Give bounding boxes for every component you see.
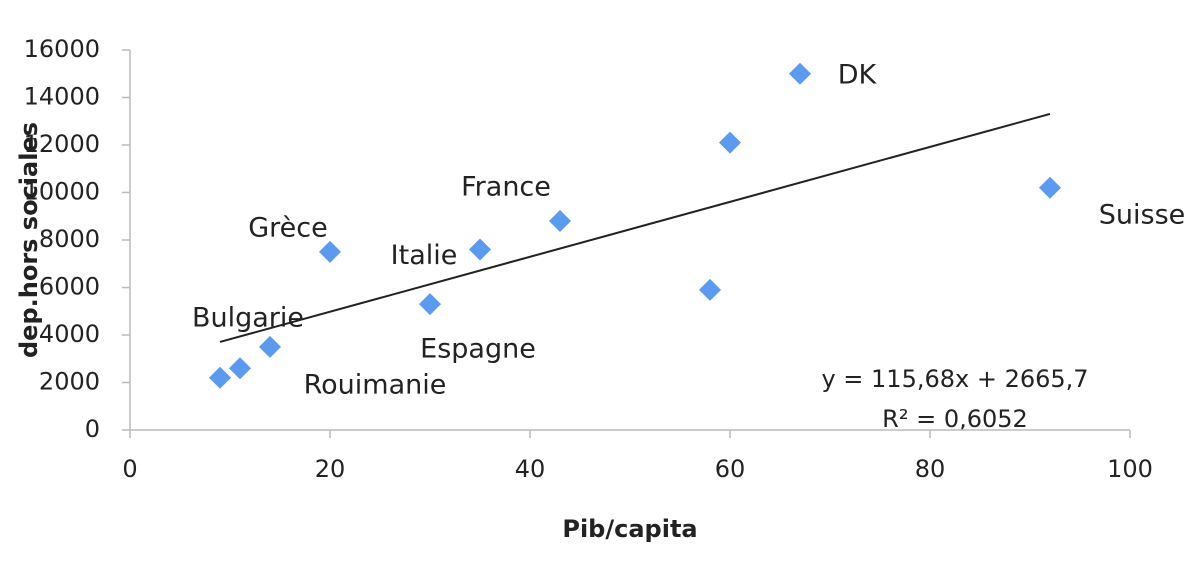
x-tick-label: 40 — [515, 455, 546, 483]
y-tick-label: 16000 — [24, 35, 100, 63]
point — [549, 210, 571, 232]
x-tick-label: 80 — [915, 455, 946, 483]
x-axis-title: Pib/capita — [562, 515, 697, 543]
y-tick-label: 8000 — [39, 225, 100, 253]
point-label: Bulgarie — [192, 302, 304, 333]
y-tick-label: 10000 — [24, 178, 100, 206]
x-tick-label: 0 — [122, 455, 137, 483]
y-tick-label: 2000 — [39, 368, 100, 396]
point-label: Espagne — [420, 334, 536, 365]
point — [699, 278, 721, 301]
point — [319, 240, 341, 263]
y-tick-label: 4000 — [39, 320, 100, 348]
point — [419, 293, 441, 316]
y-tick-label: 12000 — [24, 130, 100, 158]
point-label: Suisse — [1099, 199, 1186, 230]
point — [1039, 176, 1061, 199]
y-tick-label: 14000 — [24, 83, 100, 111]
point — [469, 238, 491, 261]
x-tick-label: 100 — [1107, 455, 1153, 483]
y-tick-label: 0 — [85, 415, 100, 443]
point — [719, 131, 741, 154]
point-label: Rouimanie — [304, 369, 447, 400]
point-label: Italie — [391, 240, 458, 271]
trendline — [219, 112, 1051, 343]
point-label: Grèce — [248, 212, 328, 243]
point — [259, 335, 281, 358]
point-label: France — [461, 172, 551, 203]
point — [209, 366, 231, 389]
x-tick-label: 20 — [315, 455, 346, 483]
x-tick-label: 60 — [715, 455, 746, 483]
point-label: DK — [838, 59, 878, 90]
y-axis-title: dep.hors sociales — [15, 122, 43, 358]
point — [229, 357, 251, 380]
y-tick-label: 6000 — [39, 273, 100, 301]
trendline-r-squared: R² = 0,6052 — [882, 405, 1028, 433]
trendline-equation: y = 115,68x + 2665,7 — [821, 365, 1088, 393]
point — [789, 62, 811, 85]
